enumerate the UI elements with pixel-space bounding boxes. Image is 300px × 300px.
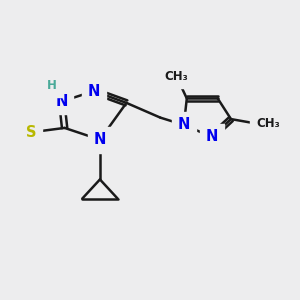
- Text: CH₃: CH₃: [256, 117, 280, 130]
- Text: CH₃: CH₃: [165, 70, 188, 83]
- Text: N: N: [178, 118, 190, 133]
- Text: N: N: [206, 129, 218, 144]
- Text: H: H: [46, 79, 56, 92]
- Text: N: N: [94, 132, 106, 147]
- Text: N: N: [88, 84, 100, 99]
- Text: N: N: [56, 94, 68, 109]
- Text: S: S: [26, 125, 36, 140]
